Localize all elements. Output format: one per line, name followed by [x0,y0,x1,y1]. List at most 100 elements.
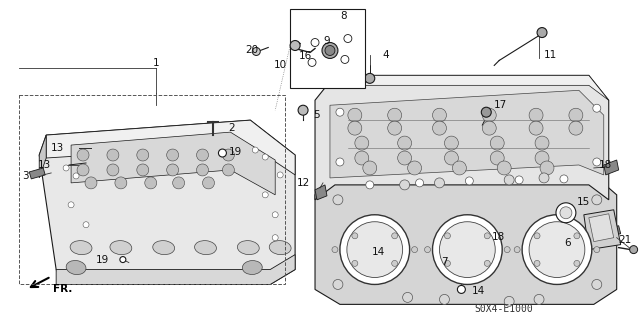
Circle shape [540,161,554,175]
Circle shape [504,247,510,253]
Circle shape [388,108,402,122]
Circle shape [166,149,179,161]
Circle shape [630,246,637,254]
Polygon shape [584,210,621,249]
Bar [19,95,285,285]
Circle shape [399,180,410,190]
Circle shape [412,247,417,253]
Circle shape [166,164,179,176]
Circle shape [424,247,431,253]
Circle shape [120,256,126,263]
Circle shape [392,260,397,266]
Circle shape [344,34,352,42]
Circle shape [529,108,543,122]
Circle shape [173,177,184,189]
Text: 3: 3 [22,171,29,181]
Circle shape [333,195,343,205]
Polygon shape [605,226,621,237]
Circle shape [529,222,585,278]
Circle shape [483,108,496,122]
Circle shape [137,164,148,176]
Circle shape [223,149,234,161]
Circle shape [408,161,422,175]
Circle shape [440,294,449,304]
Circle shape [332,247,338,253]
Circle shape [85,177,97,189]
Text: 21: 21 [619,235,632,245]
Circle shape [484,233,490,239]
Circle shape [403,293,413,302]
Polygon shape [604,160,619,175]
Text: 11: 11 [544,50,557,61]
Circle shape [223,164,234,176]
Circle shape [252,48,260,56]
Circle shape [397,151,412,165]
Circle shape [77,149,89,161]
Ellipse shape [110,241,132,255]
Circle shape [465,177,474,185]
Circle shape [325,46,335,56]
Circle shape [458,286,465,293]
Circle shape [352,260,358,266]
Circle shape [333,279,343,289]
Circle shape [504,175,514,185]
Circle shape [68,202,74,208]
Ellipse shape [237,241,259,255]
Circle shape [272,212,278,218]
Text: 6: 6 [564,238,571,248]
Text: 7: 7 [441,256,448,267]
Polygon shape [315,185,327,200]
Text: 15: 15 [577,197,590,207]
Circle shape [444,260,451,266]
Polygon shape [29,168,45,179]
Ellipse shape [195,241,216,255]
Circle shape [308,58,316,66]
Circle shape [272,235,278,241]
Circle shape [347,222,403,278]
Circle shape [415,179,424,187]
Circle shape [535,151,549,165]
Circle shape [366,181,374,189]
Circle shape [363,161,377,175]
Ellipse shape [70,241,92,255]
Text: 8: 8 [340,11,346,21]
Circle shape [348,121,362,135]
Polygon shape [330,90,604,178]
Text: 18: 18 [492,232,506,242]
Circle shape [322,42,338,58]
Text: 2: 2 [228,123,235,133]
Text: 5: 5 [313,110,319,120]
Circle shape [365,73,375,83]
Circle shape [537,27,547,38]
Circle shape [262,192,268,198]
Polygon shape [71,132,275,195]
Text: 14: 14 [471,286,484,296]
Circle shape [115,177,127,189]
Circle shape [145,177,157,189]
Circle shape [560,175,568,183]
Circle shape [504,296,514,306]
Circle shape [574,233,580,239]
Circle shape [569,108,583,122]
Polygon shape [335,75,609,100]
Circle shape [341,56,349,63]
Circle shape [574,260,580,266]
Circle shape [514,247,520,253]
Circle shape [202,177,214,189]
Ellipse shape [243,261,262,275]
Circle shape [484,260,490,266]
Text: 12: 12 [297,178,310,188]
Circle shape [497,161,511,175]
Circle shape [73,173,79,179]
Circle shape [569,121,583,135]
Circle shape [529,121,543,135]
Text: 14: 14 [371,247,385,256]
Text: S0X4-E1000: S0X4-E1000 [475,304,534,314]
Circle shape [560,207,572,219]
Text: FR.: FR. [53,285,72,294]
Text: 13: 13 [38,160,51,170]
Circle shape [252,147,259,153]
Circle shape [444,151,458,165]
Circle shape [277,172,283,178]
Circle shape [290,41,300,50]
